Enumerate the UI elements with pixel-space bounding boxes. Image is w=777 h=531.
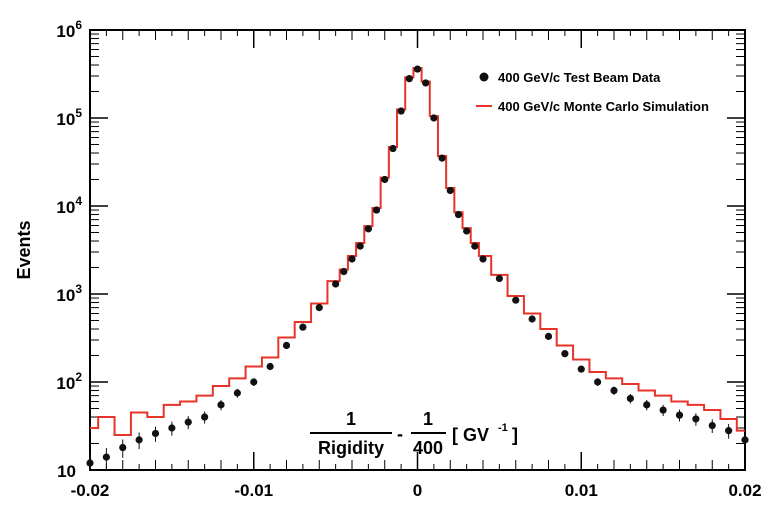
data-point — [463, 227, 471, 235]
data-point — [626, 394, 634, 403]
data-point — [381, 175, 389, 184]
data-point — [741, 436, 749, 444]
y-tick-label: 106 — [56, 18, 82, 41]
x-title-minus: - — [397, 424, 403, 444]
data-point — [725, 427, 733, 435]
data-point — [233, 389, 241, 397]
data-point — [675, 411, 684, 419]
data-point — [282, 341, 291, 350]
data-point — [397, 107, 405, 115]
data-point — [610, 386, 618, 395]
data-point — [168, 424, 176, 432]
legend: 400 GeV/c Test Beam Data 400 GeV/c Monte… — [476, 70, 709, 114]
x-tick-labels: -0.02 -0.01 0 0.01 0.02 — [71, 481, 762, 500]
x-title-unit-exponent: -1 — [498, 422, 508, 434]
data-point — [446, 186, 454, 195]
data-point — [201, 413, 209, 421]
data-point — [430, 114, 438, 122]
x-axis-title: 1 Rigidity - 1 400 [ GV -1 ] — [310, 409, 518, 458]
data-point — [405, 75, 413, 83]
data-point — [422, 79, 430, 87]
data-point — [708, 421, 716, 430]
x-tick-label: 0 — [413, 481, 422, 500]
data-point — [332, 280, 340, 288]
data-point — [299, 323, 307, 331]
data-point — [577, 365, 585, 373]
y-tick-label: 103 — [56, 282, 82, 305]
data-point — [135, 436, 143, 444]
y-tick-label: 102 — [56, 370, 82, 393]
data-point — [561, 350, 569, 358]
legend-data-marker — [479, 72, 489, 82]
data-point — [266, 362, 274, 371]
data-point — [512, 296, 520, 304]
data-point — [356, 242, 364, 250]
data-point — [86, 459, 94, 467]
y-axis-title: Events — [14, 220, 34, 279]
x-tick-label: 0.01 — [565, 481, 598, 500]
data-point — [479, 255, 487, 263]
data-point — [119, 443, 127, 452]
x-tick-label: -0.01 — [234, 481, 273, 500]
data-point — [528, 315, 536, 323]
data-point — [372, 206, 381, 214]
data-point — [340, 267, 348, 276]
data-point — [217, 401, 225, 409]
data-point — [594, 378, 602, 386]
data-point — [692, 415, 700, 423]
data-point — [659, 406, 667, 414]
data-point — [151, 429, 160, 438]
x-title-frac1-numerator: 1 — [346, 409, 356, 429]
data-point — [643, 401, 651, 409]
x-title-frac1-denominator: Rigidity — [318, 438, 384, 458]
axis-ticks — [89, 29, 746, 471]
test-beam-data-points — [86, 65, 749, 470]
x-tick-label: 0.02 — [728, 481, 761, 500]
data-point — [348, 255, 356, 263]
x-tick-label: -0.02 — [71, 481, 110, 500]
data-point — [389, 144, 397, 153]
x-title-frac2-numerator: 1 — [423, 409, 433, 429]
x-title-unit: [ GV — [452, 425, 489, 445]
x-title-frac2-denominator: 400 — [413, 438, 443, 458]
data-point — [364, 225, 372, 233]
legend-data-label: 400 GeV/c Test Beam Data — [498, 70, 661, 85]
legend-mc-label: 400 GeV/c Monte Carlo Simulation — [498, 99, 709, 114]
data-point — [454, 210, 463, 219]
data-point — [315, 304, 323, 312]
y-tick-label: 104 — [56, 194, 82, 217]
y-tick-label: 10 — [57, 462, 76, 481]
data-point — [495, 274, 503, 283]
y-tick-labels: 10 102 103 104 105 106 — [56, 18, 82, 481]
x-title-unit-close: ] — [512, 425, 518, 445]
data-point — [250, 378, 258, 386]
data-point — [544, 332, 553, 340]
data-point — [102, 453, 110, 461]
y-tick-label: 105 — [56, 106, 82, 129]
mc-simulation-step-line — [90, 66, 745, 436]
data-point — [471, 242, 479, 250]
data-point — [438, 154, 446, 162]
data-point — [413, 65, 422, 73]
data-point — [184, 418, 192, 426]
